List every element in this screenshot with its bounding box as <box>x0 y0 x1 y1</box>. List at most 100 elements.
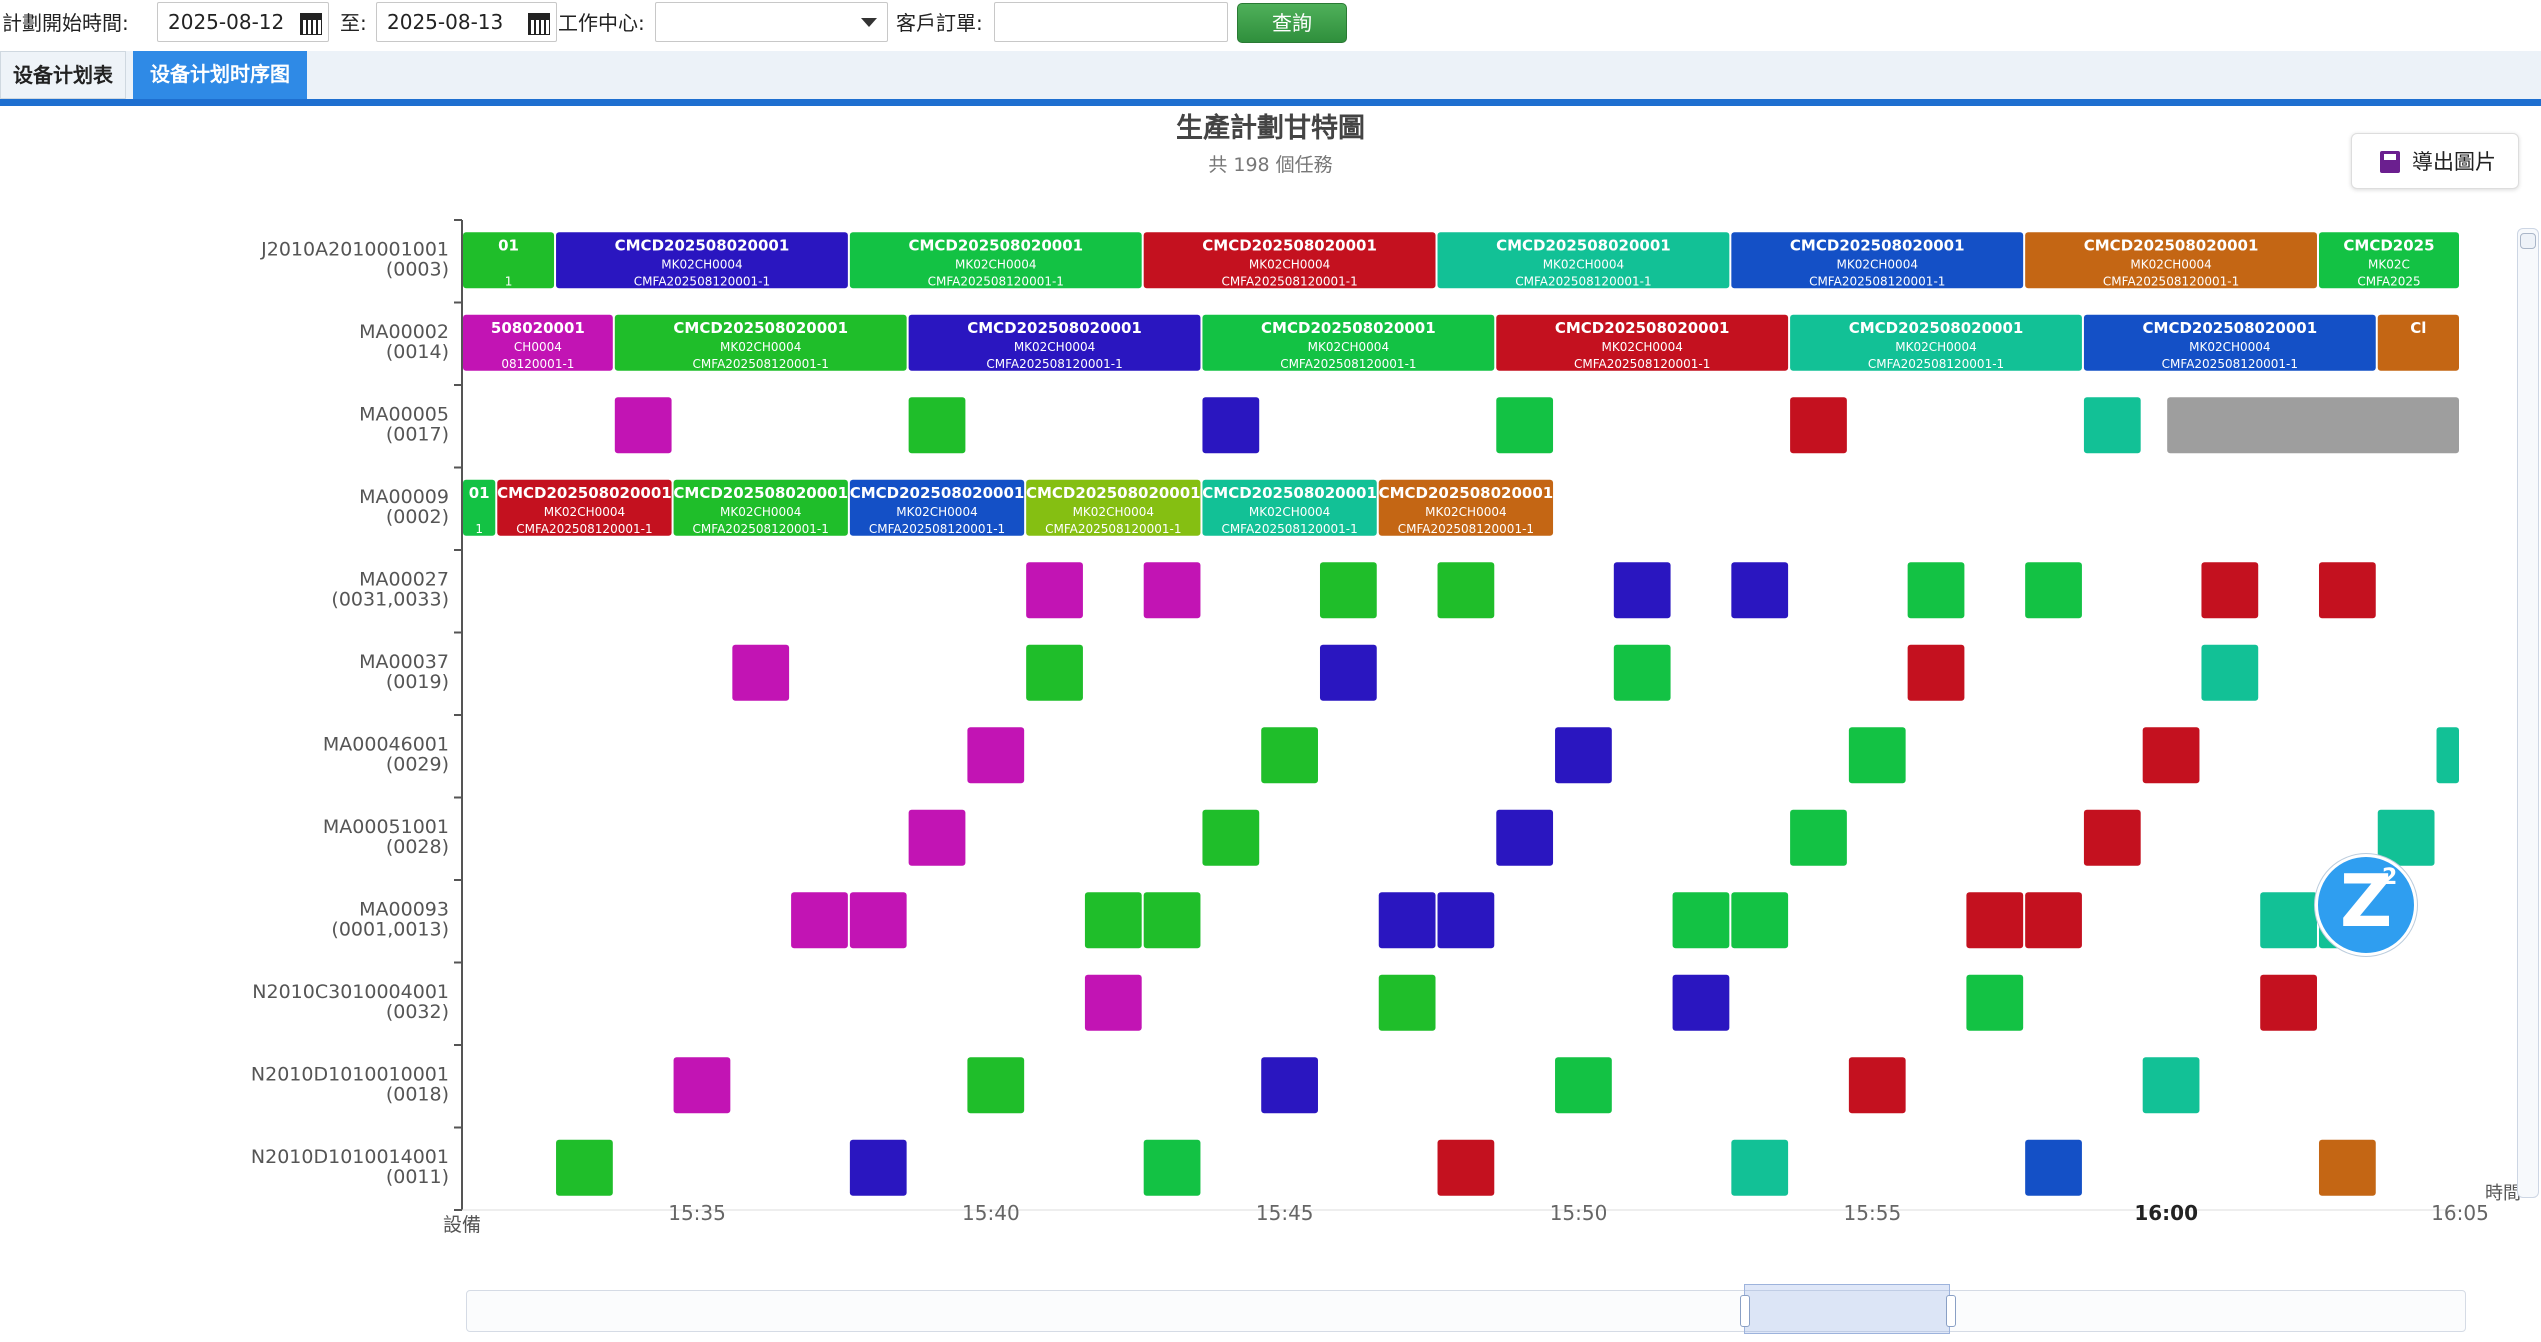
task-bar[interactable] <box>1555 1057 1612 1114</box>
task-bar[interactable] <box>2142 727 2200 784</box>
task-bar-rect[interactable] <box>2025 562 2082 619</box>
task-bar[interactable] <box>1496 397 1554 454</box>
task-bar-rect[interactable] <box>2025 232 2317 289</box>
task-bar[interactable] <box>908 397 966 454</box>
task-bar[interactable]: CMCD202508020001 MK02CH0004 CMFA2025081200… <box>1790 314 2082 371</box>
task-bar[interactable]: CMCD202508020001 MK02CH0004 CMFA2025081200… <box>908 314 1201 371</box>
task-bar[interactable] <box>1907 644 1965 701</box>
task-bar-rect[interactable] <box>2083 397 2141 454</box>
task-bar[interactable] <box>1378 974 1436 1031</box>
task-bar[interactable] <box>1084 974 1142 1031</box>
task-bar-rect[interactable] <box>1261 1057 1318 1114</box>
tab-equipment-plan-timeline[interactable]: 设备计划时序图 <box>133 51 307 99</box>
task-bar-rect[interactable] <box>497 479 672 536</box>
task-bar[interactable] <box>1437 562 1495 619</box>
task-bar[interactable] <box>1143 892 1201 949</box>
task-bar-rect[interactable] <box>463 232 555 289</box>
task-bar-rect[interactable] <box>732 644 790 701</box>
task-bar[interactable]: CMCD202508020001 MK02CH0004 CMFA2025081200… <box>1143 232 1436 289</box>
task-bar[interactable] <box>2260 892 2317 949</box>
task-bar[interactable] <box>1613 562 1671 619</box>
task-bar[interactable] <box>2025 892 2082 949</box>
task-bar[interactable]: CMCD202508020001 MK02CH0004 CMFA2025081200… <box>850 479 1025 536</box>
end-date-input[interactable]: 2025-08-13 <box>376 2 557 42</box>
task-bar[interactable] <box>732 644 790 701</box>
task-bar[interactable]: CMCD202508020001 MK02CH0004 CMFA2025081200… <box>849 232 1142 289</box>
task-bar[interactable] <box>2377 809 2435 866</box>
task-bar-rect[interactable] <box>1731 562 1789 619</box>
task-bar[interactable] <box>849 1139 907 1196</box>
task-bar[interactable] <box>1731 1139 1789 1196</box>
task-bar[interactable] <box>1026 644 1083 701</box>
task-bar[interactable]: CMCD202508020001 MK02CH0004 CMFA2025081200… <box>2083 314 2376 371</box>
task-bar-rect[interactable] <box>1143 1139 1201 1196</box>
task-bar-rect[interactable] <box>2260 892 2317 949</box>
task-bar-rect[interactable] <box>1026 644 1083 701</box>
task-bar[interactable] <box>1437 892 1495 949</box>
task-bar[interactable] <box>1848 1057 1906 1114</box>
customer-order-input[interactable] <box>994 2 1228 42</box>
task-bar-rect[interactable] <box>1555 1057 1612 1114</box>
zoom-handle-right[interactable] <box>1946 1295 1956 1327</box>
task-bar-rect[interactable] <box>849 232 1142 289</box>
task-bar-rect[interactable] <box>2318 562 2376 619</box>
task-bar[interactable] <box>1261 727 1318 784</box>
task-bar-rect[interactable] <box>908 314 1201 371</box>
task-bar[interactable] <box>967 727 1025 784</box>
task-bar[interactable]: CMCD202508020001 MK02CH0004 CMFA2025081200… <box>1202 314 1495 371</box>
task-bar-rect[interactable] <box>1319 644 1377 701</box>
task-bar[interactable] <box>1790 397 1847 454</box>
task-bar-rect[interactable] <box>1319 562 1377 619</box>
task-bar[interactable]: CMCD202508020001 MK02CH0004 CMFA2025081200… <box>1496 314 1789 371</box>
task-bar-rect[interactable] <box>1613 644 1671 701</box>
task-bar-rect[interactable] <box>1731 1139 1789 1196</box>
task-bar[interactable]: 01 1 <box>463 479 496 536</box>
task-bar-rect[interactable] <box>1378 479 1554 536</box>
horizontal-zoom-slider[interactable] <box>466 1290 2466 1332</box>
task-bar-rect[interactable] <box>1907 562 1965 619</box>
task-bar-rect[interactable] <box>1378 974 1436 1031</box>
task-bar[interactable] <box>2083 397 2141 454</box>
task-bar-rect[interactable] <box>1790 397 1847 454</box>
task-bar[interactable]: CMCD202508020001 MK02CH0004 CMFA2025081200… <box>1731 232 2024 289</box>
task-bar[interactable] <box>967 1057 1025 1114</box>
task-bar[interactable] <box>2025 562 2082 619</box>
task-bar[interactable] <box>2436 727 2459 784</box>
task-bar-rect[interactable] <box>1966 892 2024 949</box>
task-bar[interactable] <box>556 1139 613 1196</box>
task-bar-rect[interactable] <box>1437 1139 1495 1196</box>
task-bar[interactable] <box>1966 974 2024 1031</box>
task-bar-rect[interactable] <box>2083 314 2376 371</box>
task-bar-rect[interactable] <box>967 727 1025 784</box>
task-bar-rect[interactable] <box>1437 562 1495 619</box>
calendar-icon[interactable] <box>300 10 322 35</box>
task-bar-rect[interactable] <box>556 1139 613 1196</box>
task-bar-rect[interactable] <box>1672 974 1730 1031</box>
task-bar-rect[interactable] <box>1848 1057 1906 1114</box>
task-bar-rect[interactable] <box>1907 644 1965 701</box>
task-bar[interactable] <box>1143 562 1201 619</box>
task-bar-rect[interactable] <box>1202 397 1260 454</box>
task-bar[interactable]: CMCD202508020001 MK02CH0004 CMFA2025081200… <box>614 314 907 371</box>
task-bar[interactable]: CMCD202508020001 MK02CH0004 CMFA2025081200… <box>1026 479 1201 536</box>
task-bar-rect[interactable] <box>849 1139 907 1196</box>
task-bar-rect[interactable] <box>1848 727 1906 784</box>
zoom-handle-left[interactable] <box>1740 1295 1750 1327</box>
task-bar-rect[interactable] <box>2260 974 2317 1031</box>
task-bar-rect[interactable] <box>1026 562 1083 619</box>
task-bar[interactable] <box>1555 727 1612 784</box>
task-bar-rect[interactable] <box>1437 892 1495 949</box>
task-bar-rect[interactable] <box>1496 809 1554 866</box>
task-bar[interactable] <box>1084 892 1142 949</box>
query-button[interactable]: 查詢 <box>1237 3 1347 43</box>
task-bar[interactable] <box>908 809 966 866</box>
task-bar-rect[interactable] <box>614 314 907 371</box>
task-bar-rect[interactable] <box>2083 809 2141 866</box>
task-bar[interactable] <box>1848 727 1906 784</box>
task-bar[interactable]: CMCD202508020001 MK02CH0004 CMFA2025081200… <box>1202 479 1377 536</box>
task-bar-rect[interactable] <box>1143 562 1201 619</box>
export-image-button[interactable]: 導出圖片 <box>2351 133 2519 189</box>
task-bar-rect[interactable] <box>1026 479 1201 536</box>
task-bar-rect[interactable] <box>1966 974 2024 1031</box>
task-bar-rect[interactable] <box>2142 1057 2200 1114</box>
